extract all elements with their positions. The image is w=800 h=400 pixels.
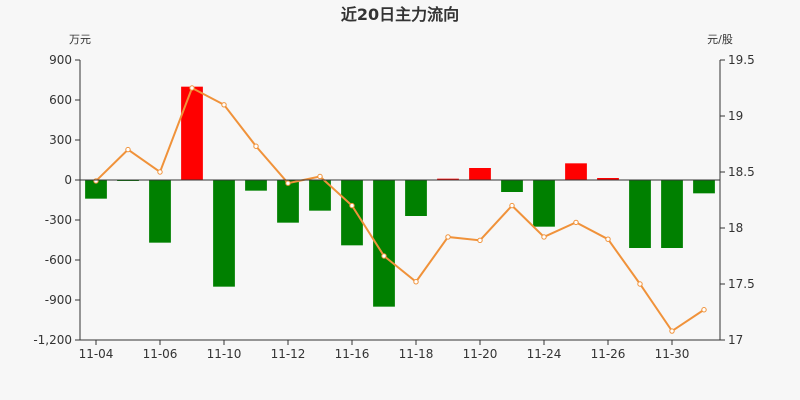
flow-bar <box>565 163 587 180</box>
x-tick-label: 11-20 <box>463 347 498 361</box>
price-line <box>95 86 705 333</box>
right-tick-label: 17.5 <box>728 277 755 291</box>
right-tick-label: 19 <box>728 109 743 123</box>
flow-bar <box>469 168 491 180</box>
price-point <box>189 85 195 91</box>
flow-bar <box>693 180 715 194</box>
price-point <box>509 202 515 209</box>
flow-bar <box>597 178 619 180</box>
price-point <box>221 102 227 108</box>
right-tick-label: 17 <box>728 333 743 347</box>
price-point <box>573 219 579 226</box>
flow-bar <box>85 180 107 199</box>
price-point <box>605 236 611 242</box>
flow-bar <box>309 180 331 211</box>
price-point <box>669 328 675 334</box>
left-tick-label: -600 <box>45 253 72 267</box>
right-tick-label: 18 <box>728 221 743 235</box>
x-tick-label: 11-12 <box>271 347 306 361</box>
price-point <box>285 180 291 186</box>
flow-bar <box>341 180 363 246</box>
left-tick-label: 900 <box>49 53 72 67</box>
price-point <box>349 202 355 209</box>
price-point <box>317 173 323 180</box>
price-point <box>157 169 163 175</box>
right-tick-label: 18.5 <box>728 165 755 179</box>
x-tick-label: 11-06 <box>143 347 178 361</box>
flow-bar <box>373 180 395 307</box>
price-point <box>93 178 99 184</box>
price-point <box>541 234 547 240</box>
x-tick-label: 11-10 <box>207 347 242 361</box>
left-axis-unit: 万元 <box>69 33 91 46</box>
flow-bar <box>629 180 651 248</box>
x-tick-label: 11-26 <box>591 347 626 361</box>
left-tick-label: -900 <box>45 293 72 307</box>
left-tick-label: 600 <box>49 93 72 107</box>
left-tick-label: -300 <box>45 213 72 227</box>
flow-bar <box>181 86 203 180</box>
x-tick-label: 11-24 <box>527 347 562 361</box>
left-tick-label: 300 <box>49 133 72 147</box>
price-point <box>637 281 643 287</box>
chart-title: 近20日主力流向 <box>341 5 459 24</box>
left-tick-label: 0 <box>64 173 72 187</box>
price-point <box>125 146 131 153</box>
price-point <box>381 253 387 259</box>
flow-bar <box>277 180 299 223</box>
price-point <box>445 234 451 240</box>
price-point <box>477 237 483 244</box>
x-tick-label: 11-04 <box>79 347 114 361</box>
flow-bar <box>437 178 459 180</box>
flow-bar <box>245 180 267 191</box>
x-tick-label: 11-18 <box>399 347 434 361</box>
left-tick-label: -1,200 <box>33 333 72 347</box>
flow-bar <box>149 180 171 243</box>
flow-bar <box>501 180 523 192</box>
flow-bar <box>661 180 683 248</box>
x-tick-label: 11-30 <box>655 347 690 361</box>
flow-bar <box>213 180 235 287</box>
flow-bar <box>405 180 427 216</box>
price-point <box>413 279 419 285</box>
right-tick-label: 19.5 <box>728 53 755 67</box>
right-axis-unit: 元/股 <box>707 33 733 46</box>
flow-bar <box>533 180 555 227</box>
price-point <box>701 307 707 313</box>
price-point <box>253 143 259 149</box>
x-tick-label: 11-16 <box>335 347 370 361</box>
